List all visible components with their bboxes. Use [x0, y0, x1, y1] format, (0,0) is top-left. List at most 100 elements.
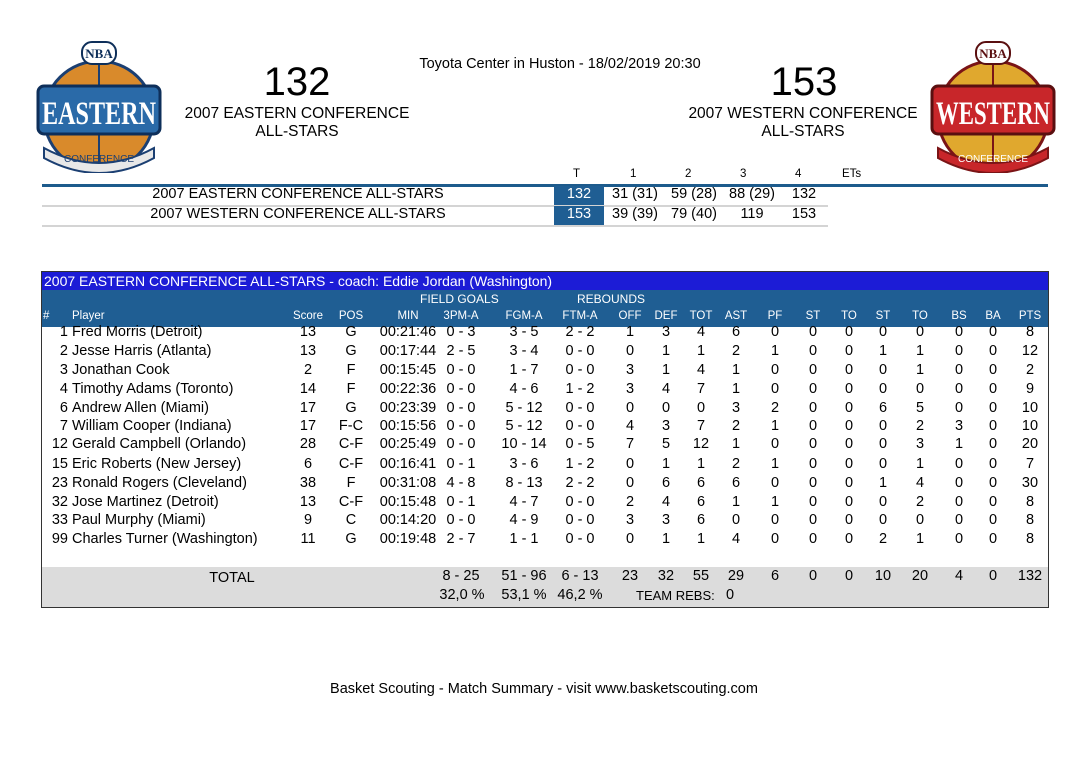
player-pos: C: [345, 512, 357, 528]
player-st2: 0: [878, 456, 888, 472]
player-name: Paul Murphy (Miami): [72, 512, 206, 528]
player-tot: 12: [692, 436, 710, 452]
quarter-header-1: 1: [630, 168, 637, 180]
player-number: 23: [51, 475, 68, 491]
player-def: 3: [661, 418, 671, 434]
player-score: 6: [303, 456, 313, 472]
player-fgm: 1 - 7: [509, 362, 539, 378]
player-ftm: 0 - 0: [565, 400, 595, 416]
player-ast: 1: [731, 381, 741, 397]
player-ba: 0: [988, 531, 998, 547]
player-to2: 2: [915, 418, 925, 434]
player-3pm: 0 - 0: [446, 512, 476, 528]
player-min: 00:14:20: [379, 512, 437, 528]
total-to2: 20: [911, 568, 929, 584]
quarter-total: 132: [554, 186, 604, 205]
player-ba: 0: [988, 381, 998, 397]
player-name: Ronald Rogers (Cleveland): [72, 475, 247, 491]
player-ast: 4: [731, 531, 741, 547]
player-pts: 10: [1021, 418, 1039, 434]
player-off: 3: [625, 512, 635, 528]
svg-text:NBA: NBA: [979, 46, 1007, 61]
player-row: 32 Jose Martinez (Detroit) 13 C-F 00:15:48 0 …: [42, 494, 1048, 513]
total-label: TOTAL: [209, 570, 255, 586]
player-def: 3: [661, 324, 671, 340]
player-st: 0: [808, 381, 818, 397]
total-pts: 132: [1017, 568, 1043, 584]
player-st2: 0: [878, 418, 888, 434]
column-header-pos: POS: [338, 310, 364, 322]
player-ast: 1: [731, 436, 741, 452]
player-score: 14: [299, 381, 317, 397]
player-ast: 6: [731, 475, 741, 491]
player-st: 0: [808, 512, 818, 528]
player-row: 99 Charles Turner (Washington) 11 G 00:19:48…: [42, 531, 1048, 550]
player-to2: 1: [915, 456, 925, 472]
player-def: 1: [661, 343, 671, 359]
player-3pm: 0 - 0: [446, 436, 476, 452]
player-min: 00:15:48: [379, 494, 437, 510]
player-ast: 1: [731, 494, 741, 510]
player-ba: 0: [988, 436, 998, 452]
column-header-player: Player: [72, 310, 105, 322]
player-number: 2: [59, 343, 68, 359]
player-bs: 0: [954, 494, 964, 510]
player-min: 00:17:44: [379, 343, 437, 359]
player-ast: 2: [731, 343, 741, 359]
svg-text:EASTERN: EASTERN: [42, 96, 156, 132]
player-st2: 0: [878, 362, 888, 378]
total-to: 0: [844, 568, 854, 584]
player-to: 0: [844, 475, 854, 491]
column-header-fgm: FGM-A: [505, 310, 543, 322]
player-bs: 1: [954, 436, 964, 452]
column-header-bs: BS: [951, 310, 967, 322]
away-team-name: 2007 WESTERN CONFERENCE ALL-STARS: [673, 105, 933, 141]
player-pos: G: [345, 531, 357, 547]
player-to: 0: [844, 381, 854, 397]
player-off: 3: [625, 362, 635, 378]
player-tot: 1: [696, 343, 706, 359]
quarter-cell-4: 153: [791, 206, 817, 222]
total-def: 32: [657, 568, 675, 584]
player-number: 99: [51, 531, 68, 547]
player-ftm: 1 - 2: [565, 381, 595, 397]
player-ftm: 0 - 0: [565, 494, 595, 510]
player-row: 12 Gerald Campbell (Orlando) 28 C-F 00:25:49…: [42, 436, 1048, 455]
player-name: Charles Turner (Washington): [72, 531, 258, 547]
player-number: 6: [59, 400, 68, 416]
player-fgm: 3 - 6: [509, 456, 539, 472]
player-row: 23 Ronald Rogers (Cleveland) 38 F 00:31:08 4 …: [42, 475, 1048, 494]
player-min: 00:25:49: [379, 436, 437, 452]
player-number: 33: [51, 512, 68, 528]
column-header-ast: AST: [724, 310, 748, 322]
player-tot: 6: [696, 512, 706, 528]
player-st: 0: [808, 494, 818, 510]
player-to2: 0: [915, 324, 925, 340]
player-score: 11: [300, 531, 316, 547]
player-3pm: 0 - 0: [446, 418, 476, 434]
player-st: 0: [808, 343, 818, 359]
quarter-header-total: T: [573, 168, 581, 180]
player-def: 4: [661, 494, 671, 510]
column-header-ftm: FTM-A: [562, 310, 598, 322]
player-pts: 8: [1025, 512, 1035, 528]
player-ast: 2: [731, 456, 741, 472]
player-min: 00:15:56: [379, 418, 437, 434]
player-ftm: 0 - 0: [565, 531, 595, 547]
total-st: 0: [808, 568, 818, 584]
total-fgm: 51 - 96: [501, 568, 547, 584]
home-team-name: 2007 EASTERN CONFERENCE ALL-STARS: [167, 105, 427, 141]
column-header-3pm: 3PM-A: [443, 310, 479, 322]
western-conference-logo: NBA WESTERN CONFERENCE: [928, 38, 1058, 174]
player-to: 0: [844, 436, 854, 452]
player-off: 7: [625, 436, 635, 452]
total-fgm-pct: 53,1 %: [501, 587, 547, 603]
column-header-to2: TO: [912, 310, 928, 322]
player-3pm: 0 - 3: [446, 324, 476, 340]
player-pos: G: [345, 343, 357, 359]
total-off: 23: [621, 568, 639, 584]
player-ba: 0: [988, 400, 998, 416]
player-ba: 0: [988, 324, 998, 340]
player-bs: 0: [954, 400, 964, 416]
player-ast: 6: [731, 324, 741, 340]
